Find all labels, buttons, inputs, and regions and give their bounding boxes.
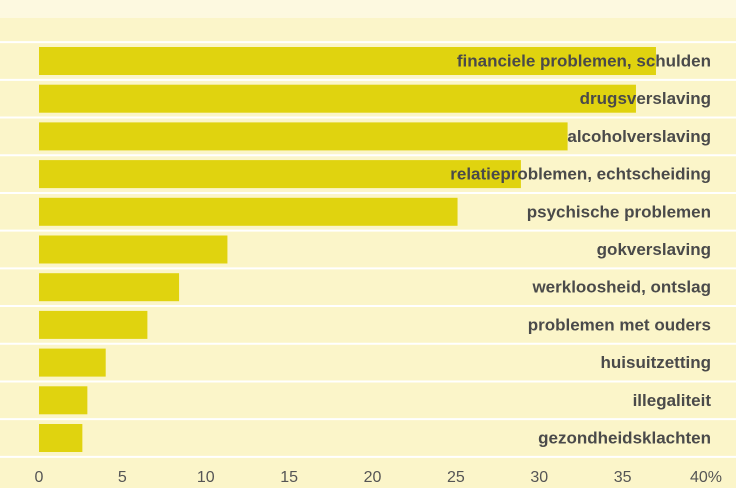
category-label: huisuitzetting — [601, 353, 711, 372]
bar — [39, 386, 88, 415]
bar — [39, 197, 458, 226]
bar — [39, 273, 180, 302]
category-label: relatieproblemen, echtscheiding — [450, 165, 711, 184]
bar — [39, 235, 228, 264]
x-tick-label: 0 — [35, 469, 44, 486]
top-band — [0, 0, 736, 18]
x-tick-label: 5 — [118, 469, 127, 486]
x-tick-label: 25 — [447, 469, 465, 486]
category-label: werkloosheid, ontslag — [531, 278, 711, 297]
bar — [39, 160, 521, 189]
bar — [39, 84, 636, 113]
category-label: alcoholverslaving — [567, 127, 711, 146]
bar — [39, 47, 656, 75]
category-label: illegaliteit — [633, 391, 712, 410]
category-label: problemen met ouders — [528, 315, 711, 334]
x-tick-label: 35 — [614, 469, 632, 486]
bar — [39, 348, 106, 377]
x-tick-label: 40% — [690, 469, 722, 486]
bar — [39, 310, 148, 339]
x-tick-label: 30 — [530, 469, 548, 486]
category-label: psychische problemen — [527, 202, 711, 221]
bar — [39, 122, 568, 151]
x-tick-label: 10 — [197, 469, 215, 486]
x-tick-label: 15 — [280, 469, 298, 486]
bar — [39, 424, 83, 452]
category-label: gezondheidsklachten — [538, 428, 711, 447]
category-label: drugsverslaving — [580, 89, 711, 108]
x-tick-label: 20 — [364, 469, 382, 486]
category-label: financiele problemen, schulden — [457, 51, 711, 70]
category-label: gokverslaving — [597, 240, 711, 259]
